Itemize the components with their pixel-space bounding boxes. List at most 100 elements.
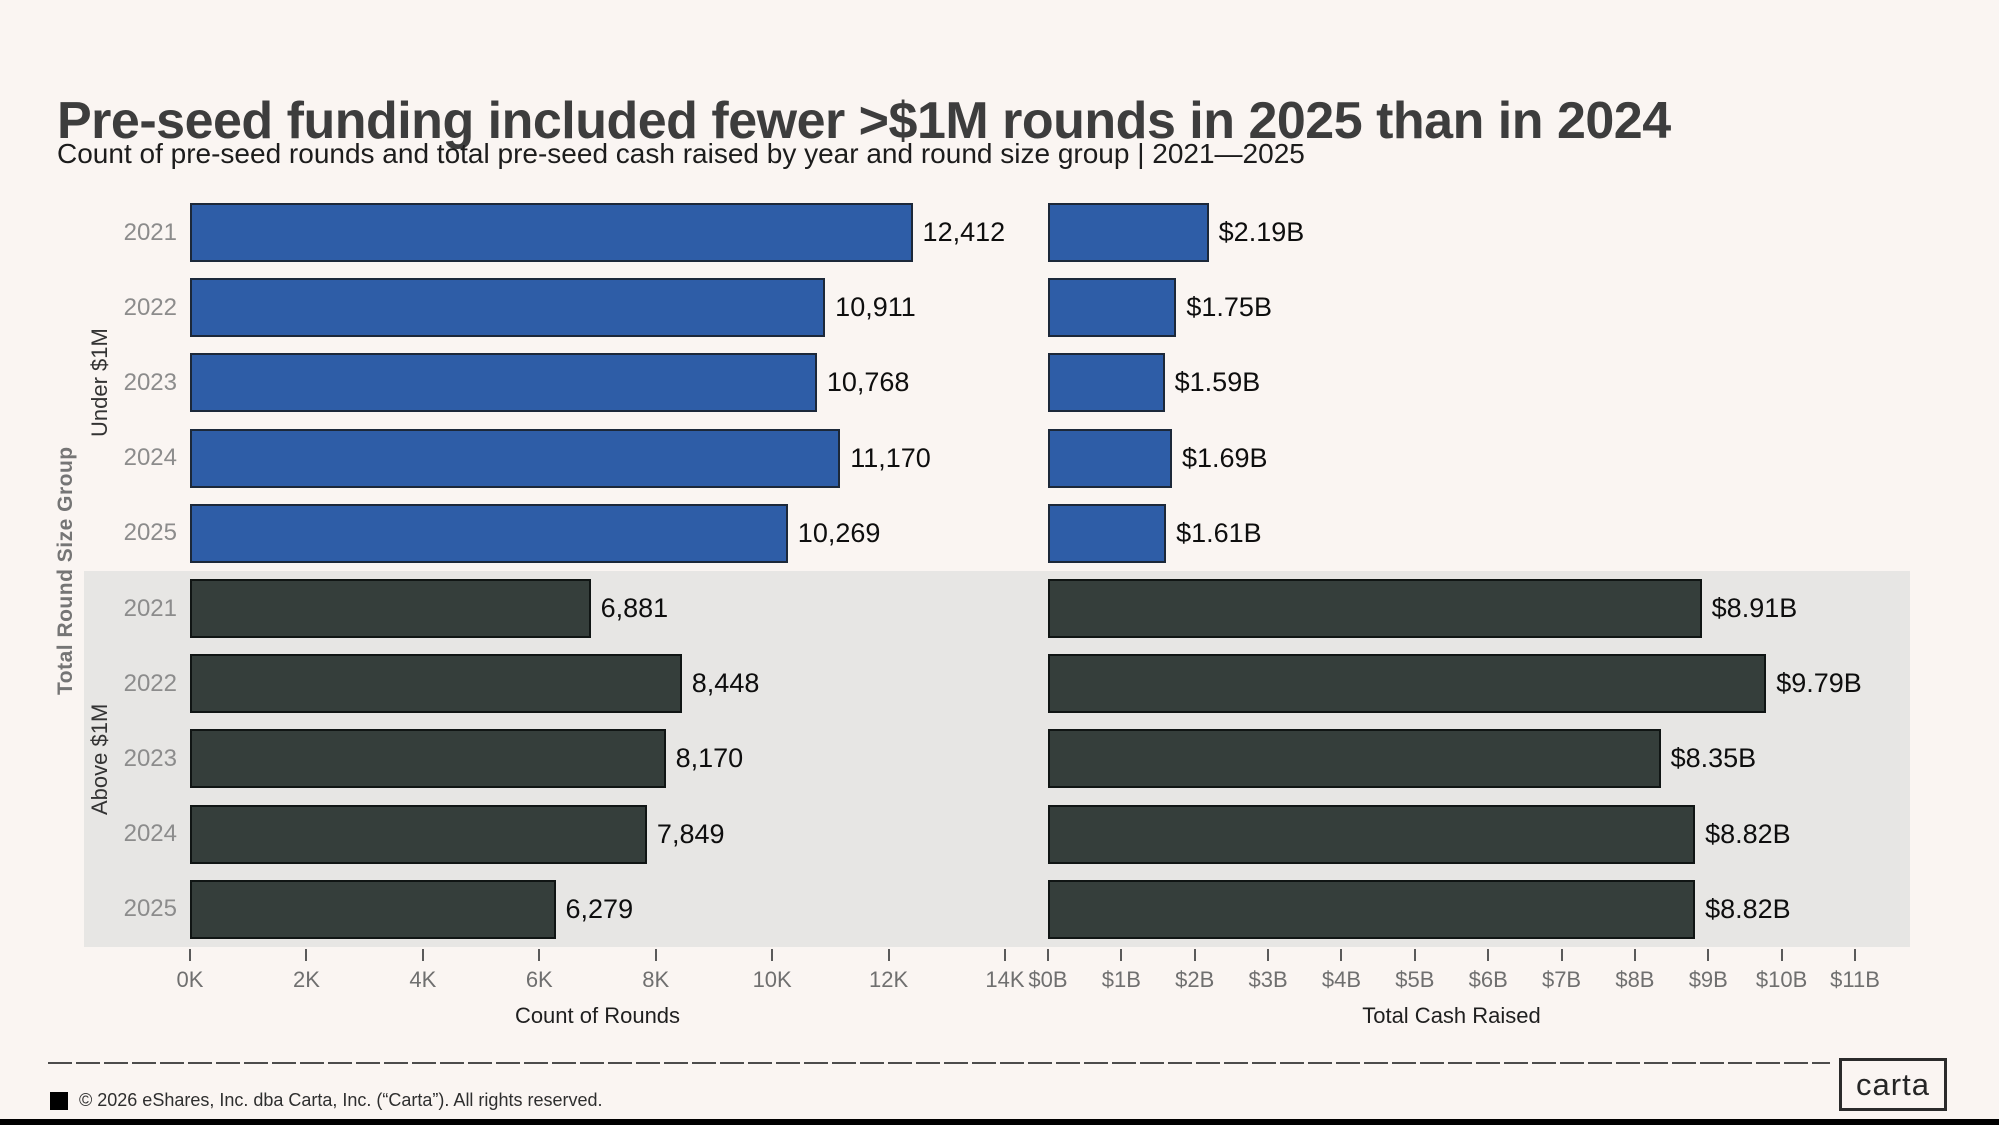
tick-mark (1854, 949, 1856, 961)
chart-row: 6,881 (190, 571, 1005, 646)
tick-mark (189, 949, 191, 961)
tick-mark (1004, 949, 1006, 961)
year-label: 2025 (123, 519, 177, 547)
bar-under-1m-2025 (1048, 503, 1167, 563)
bar-value-label: $8.91B (1711, 593, 1798, 624)
bar-value-label: $9.79B (1776, 668, 1862, 699)
bar-value-label: $1.69B (1181, 442, 1268, 473)
page-title: Pre-seed funding included fewer >$1M rou… (57, 91, 1671, 150)
tick-label: $1B (1101, 967, 1141, 992)
tick-mark (1193, 949, 1196, 961)
chart-row: $2.19B (1048, 195, 1855, 270)
bar-above-1m-2024 (1048, 804, 1696, 864)
tick-mark (1707, 949, 1710, 961)
tick-mark (1340, 949, 1343, 961)
tick-label: 10K (752, 967, 792, 992)
bar-above-1m-2025 (1048, 879, 1696, 939)
tick-label: 0K (176, 967, 204, 992)
tick-label: $7B (1541, 967, 1582, 992)
tick-mark (1267, 949, 1270, 961)
bar-above-1m-2021 (1048, 579, 1702, 639)
tick-mark (654, 949, 657, 961)
tick-label: 12K (868, 967, 909, 992)
page-subtitle: Count of pre-seed rounds and total pre-s… (57, 138, 1305, 169)
tick-mark (887, 949, 890, 961)
tick-label: $11B (1830, 967, 1880, 992)
chart-row: 6,279 (190, 872, 1005, 947)
count-of-rounds-axis-ticks: 0K 2K 4K 6K 8K 10K 12K 14K (177, 947, 1025, 1007)
bar-above-1m-2022 (1048, 654, 1767, 714)
bar-above-1m-2024 (190, 804, 647, 864)
bar-value-label: 6,279 (565, 893, 634, 924)
bar-value-label: $8.82B (1705, 818, 1791, 849)
chart-row: 10,768 (190, 345, 1005, 420)
year-label: 2023 (123, 744, 177, 772)
bar-under-1m-2024 (1048, 428, 1172, 488)
chart-row: $1.75B (1048, 270, 1855, 345)
bar-value-label: 10,269 (797, 517, 881, 548)
bar-above-1m-2021 (190, 579, 591, 639)
chart-row: $8.82B (1048, 797, 1855, 872)
carta-logo: carta (1839, 1058, 1947, 1111)
bar-under-1m-2021 (1048, 203, 1209, 263)
count-of-rounds-plot: 12,412 10,911 10,768 11,170 10,269 6,881 8,448… (190, 195, 1005, 947)
bar-value-label: 11,170 (850, 442, 931, 473)
bar-value-label: 10,911 (835, 292, 916, 323)
bar-under-1m-2022 (1048, 278, 1177, 338)
tick-mark (1780, 949, 1783, 961)
bar-value-label: $1.61B (1176, 517, 1262, 548)
bar-above-1m-2023 (1048, 729, 1661, 789)
bar-value-label: $1.75B (1186, 292, 1272, 323)
chart-row: $1.69B (1048, 421, 1855, 496)
tick-label: $3B (1248, 967, 1288, 992)
tick-mark (538, 949, 541, 961)
year-label: 2025 (123, 895, 177, 923)
year-label: 2024 (123, 444, 177, 472)
tick-mark (305, 949, 308, 961)
bar-under-1m-2024 (190, 428, 841, 488)
bar-under-1m-2023 (1048, 353, 1165, 413)
tick-mark (421, 949, 424, 961)
footer-copyright: © 2026 eShares, Inc. dba Carta, Inc. (“C… (79, 1090, 603, 1110)
tick-label: 6K (525, 967, 553, 992)
bar-value-label: 7,849 (656, 818, 725, 849)
tick-label: $2B (1175, 967, 1215, 992)
chart-row: $8.91B (1048, 571, 1855, 646)
tick-mark (1047, 949, 1049, 961)
chart-row: $8.82B (1048, 872, 1855, 947)
total-cash-raised-axis-ticks: $0B $1B $2B $3B $4B $5B $6B $7B $8B $9B $10B $11B (1028, 947, 1880, 1007)
bar-above-1m-2022 (190, 654, 682, 714)
tick-label: 14K (985, 967, 1025, 992)
year-label-column: 2021 2022 2023 2024 2025 2021 2022 2023 2024 2025 (84, 195, 177, 947)
year-label: 2021 (123, 594, 177, 622)
chart-row: 8,170 (190, 721, 1005, 796)
tick-mark (771, 949, 774, 961)
chart-row: 8,448 (190, 646, 1005, 721)
year-label: 2022 (123, 293, 177, 321)
tick-label: 2K (292, 967, 320, 992)
bottom-black-strip (0, 1119, 1999, 1125)
footer: © 2026 eShares, Inc. dba Carta, Inc. (“C… (50, 1090, 603, 1111)
carta-logo-text: carta (1856, 1066, 1930, 1102)
bar-value-label: 8,448 (691, 668, 760, 699)
chart-row: 7,849 (190, 797, 1005, 872)
bar-under-1m-2022 (190, 278, 826, 338)
tick-mark (1413, 949, 1416, 961)
chart-row: $1.59B (1048, 345, 1855, 420)
bar-above-1m-2025 (190, 879, 556, 939)
footer-divider (48, 1062, 1830, 1064)
bar-under-1m-2025 (190, 503, 788, 563)
year-label: 2022 (123, 669, 177, 697)
bar-value-label: $8.35B (1670, 743, 1757, 774)
y-axis-title: Total Round Size Group (54, 446, 77, 696)
tick-label: $5B (1395, 967, 1435, 992)
chart-row: $8.35B (1048, 721, 1855, 796)
year-label: 2021 (123, 218, 177, 246)
bar-value-label: 8,170 (675, 743, 744, 774)
total-cash-raised-plot: $2.19B $1.75B $1.59B $1.69B $1.61B $8.91B $9.7… (1048, 195, 1862, 947)
tick-label: $10B (1755, 967, 1808, 992)
tick-label: $6B (1468, 967, 1508, 992)
tick-mark (1487, 949, 1490, 961)
bar-above-1m-2023 (190, 729, 666, 789)
tick-label: $0B (1028, 967, 1068, 992)
